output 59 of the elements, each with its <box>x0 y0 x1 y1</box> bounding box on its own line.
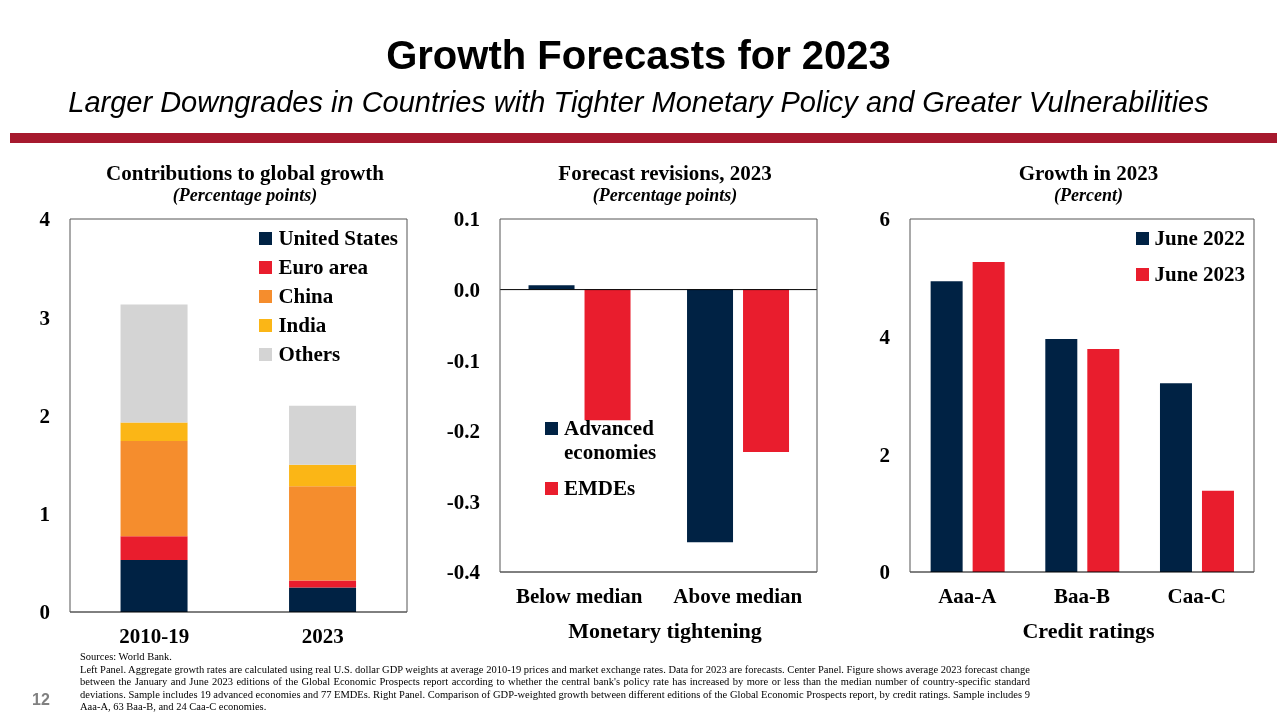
chart-title: Growth in 2023 <box>1017 160 1160 186</box>
chart-title: Contributions to global growth <box>105 160 385 186</box>
bar <box>1087 349 1120 572</box>
y-tick-label: -0.1 <box>446 348 480 373</box>
x-tick-label: 2010-19 <box>119 623 190 648</box>
legend-label: China <box>278 284 334 308</box>
legend-label: Euro area <box>278 255 369 279</box>
y-tick-label: 0 <box>879 560 890 585</box>
y-tick-label: 2 <box>879 442 890 467</box>
bar <box>120 559 188 612</box>
legend-label: June 2023 <box>1154 262 1245 286</box>
chart-subtitle: (Percentage points) <box>171 185 319 205</box>
bar <box>120 441 188 537</box>
chart-subtitle: (Percent) <box>1053 185 1124 205</box>
legend-label: Others <box>278 342 341 366</box>
legend-label: India <box>278 313 327 337</box>
y-tick-label: -0.4 <box>446 560 481 585</box>
y-tick-label: 0.1 <box>453 207 480 232</box>
x-tick-label: 2023 <box>301 623 344 648</box>
y-tick-label: 4 <box>39 207 51 232</box>
bar <box>120 422 188 442</box>
bar <box>289 464 357 487</box>
y-tick-label: 1 <box>39 502 50 527</box>
x-axis-title: Monetary tightening <box>567 617 763 645</box>
text: Larger Downgrades in Countries with Tighter Monetary Policy and Greater Vulnerabilities <box>67 85 1210 120</box>
y-tick-label: -0.2 <box>446 419 480 444</box>
chart-title: Forecast revisions, 2023 <box>557 160 773 186</box>
y-tick-label: 0.0 <box>453 278 480 303</box>
x-tick-label: Baa-B <box>1053 583 1111 608</box>
bar <box>972 261 1005 572</box>
x-tick-label: Aaa-A <box>938 583 998 608</box>
legend-label: June 2022 <box>1154 226 1245 250</box>
x-axis-title: Credit ratings <box>1021 617 1156 645</box>
y-tick-label: 3 <box>39 305 50 330</box>
x-tick-label: Below median <box>515 583 643 608</box>
bar <box>289 587 357 612</box>
text: Left Panel. Aggregate growth rates are calculated using real U.S. dollar GDP weights at average 2010-19 prices and market exchange rates. Data for 2023 are forecasts. Center Panel. Figure shows average 2023 forecast change between the January and June 2023 editions of the Global Economic Prospects report according to whether the central bank's policy rate has increased by more or less than the median number of country-specific standard deviations. Sample includes 19 advanced economies and 77 EMDEs. Right Panel. Comparison of GDP-weighted growth between different editions of the Global Economic Prospects report, by credit ratings. Sample includes 9 Aaa-A, 63 Baa-B, and 24 Caa-C economies. <box>80 663 1030 714</box>
x-tick-label: Caa-C <box>1167 583 1226 608</box>
y-tick-label: 0 <box>39 600 50 625</box>
y-tick-label: -0.3 <box>446 489 480 514</box>
bar <box>1045 339 1078 572</box>
source-note: Sources: World Bank. <box>80 651 173 664</box>
bar <box>289 486 357 581</box>
bar <box>120 304 188 423</box>
x-tick-label: Above median <box>673 583 803 608</box>
bar <box>1201 490 1234 572</box>
text: 12 <box>31 690 51 710</box>
y-tick-label: 4 <box>879 325 891 350</box>
bar <box>1159 383 1192 572</box>
bar <box>289 405 357 465</box>
text: Growth Forecasts for 2023 <box>385 32 892 78</box>
bar <box>120 536 188 560</box>
legend-label: United States <box>278 226 398 250</box>
legend-label: Advanced economies <box>564 416 658 465</box>
bar <box>930 281 963 572</box>
legend-label: EMDEs <box>564 476 636 501</box>
y-tick-label: 2 <box>39 403 50 428</box>
y-tick-label: 6 <box>879 207 890 232</box>
chart-subtitle: (Percentage points) <box>591 185 739 205</box>
